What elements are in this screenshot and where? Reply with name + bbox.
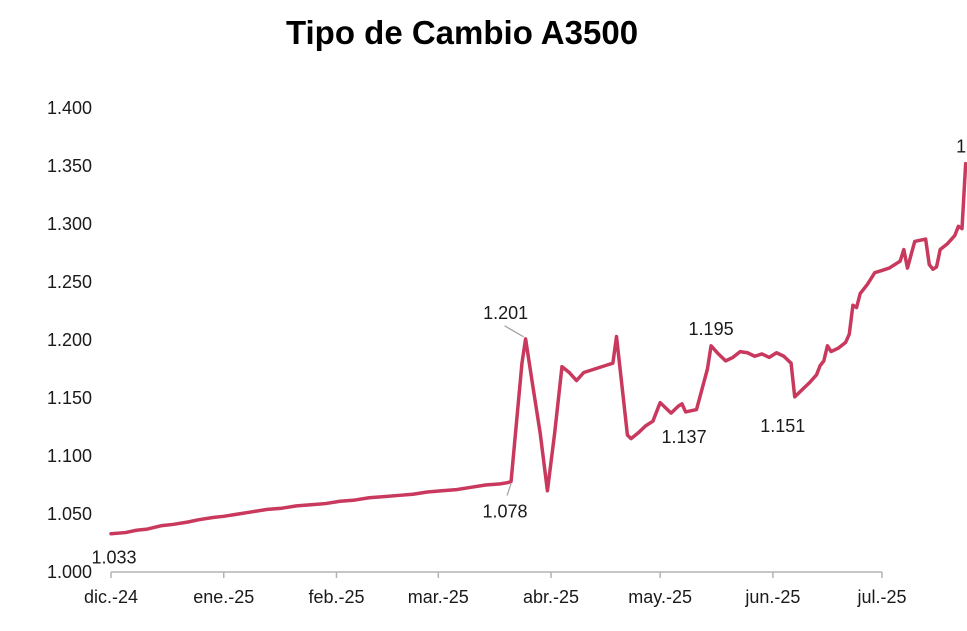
chart-title: Tipo de Cambio A3500 xyxy=(285,14,639,51)
y-tick-label-1-350: 1.350 xyxy=(47,156,92,176)
x-tick-label-jul-25: jul.-25 xyxy=(856,587,906,607)
x-tick-label-abr-25: abr.-25 xyxy=(523,587,579,607)
y-tick-label-1-250: 1.250 xyxy=(47,272,92,292)
y-tick-label-1-050: 1.050 xyxy=(47,504,92,524)
y-tick-label-1-200: 1.200 xyxy=(47,330,92,350)
x-tick-label-ene-25: ene.-25 xyxy=(193,587,254,607)
y-tick-label-1-100: 1.100 xyxy=(47,446,92,466)
x-tick-label-jun-25: jun.-25 xyxy=(744,587,800,607)
annotation-leader-1-078 xyxy=(506,483,512,496)
data-label-1-195: 1.195 xyxy=(689,319,734,339)
data-label-1-201: 1.201 xyxy=(483,303,528,323)
y-tick-label-1-000: 1.000 xyxy=(47,562,92,582)
x-tick-label-feb-25: feb.-25 xyxy=(308,587,364,607)
annotation-layer: 1.033 1.078 1.201 1.137 1.195 1.151 1.352 xyxy=(91,137,967,568)
data-label-1-033: 1.033 xyxy=(91,548,136,568)
x-tick-label-mar-25: mar.-25 xyxy=(408,587,469,607)
data-label-1-078: 1.078 xyxy=(483,502,528,522)
y-tick-label-1-150: 1.150 xyxy=(47,388,92,408)
y-tick-label-1-300: 1.300 xyxy=(47,214,92,234)
data-label-1-137: 1.137 xyxy=(662,427,707,447)
y-axis-tick-labels: 1.000 1.050 1.100 1.150 1.200 1.250 1.300 1.350… xyxy=(47,98,92,582)
data-label-1-352: 1.352 xyxy=(956,137,967,157)
x-axis: dic.-24 ene.-25 feb.-25 mar.-25 abr.-25 may.-… xyxy=(84,571,907,607)
y-tick-label-1-400: 1.400 xyxy=(47,98,92,118)
x-tick-label-may-25: may.-25 xyxy=(628,587,692,607)
annotation-leader-1-201 xyxy=(504,325,524,338)
series-layer xyxy=(109,161,967,536)
x-tick-label-dic-24: dic.-24 xyxy=(84,587,138,607)
data-label-1-151: 1.151 xyxy=(760,416,805,436)
series-line-1 xyxy=(109,161,967,536)
